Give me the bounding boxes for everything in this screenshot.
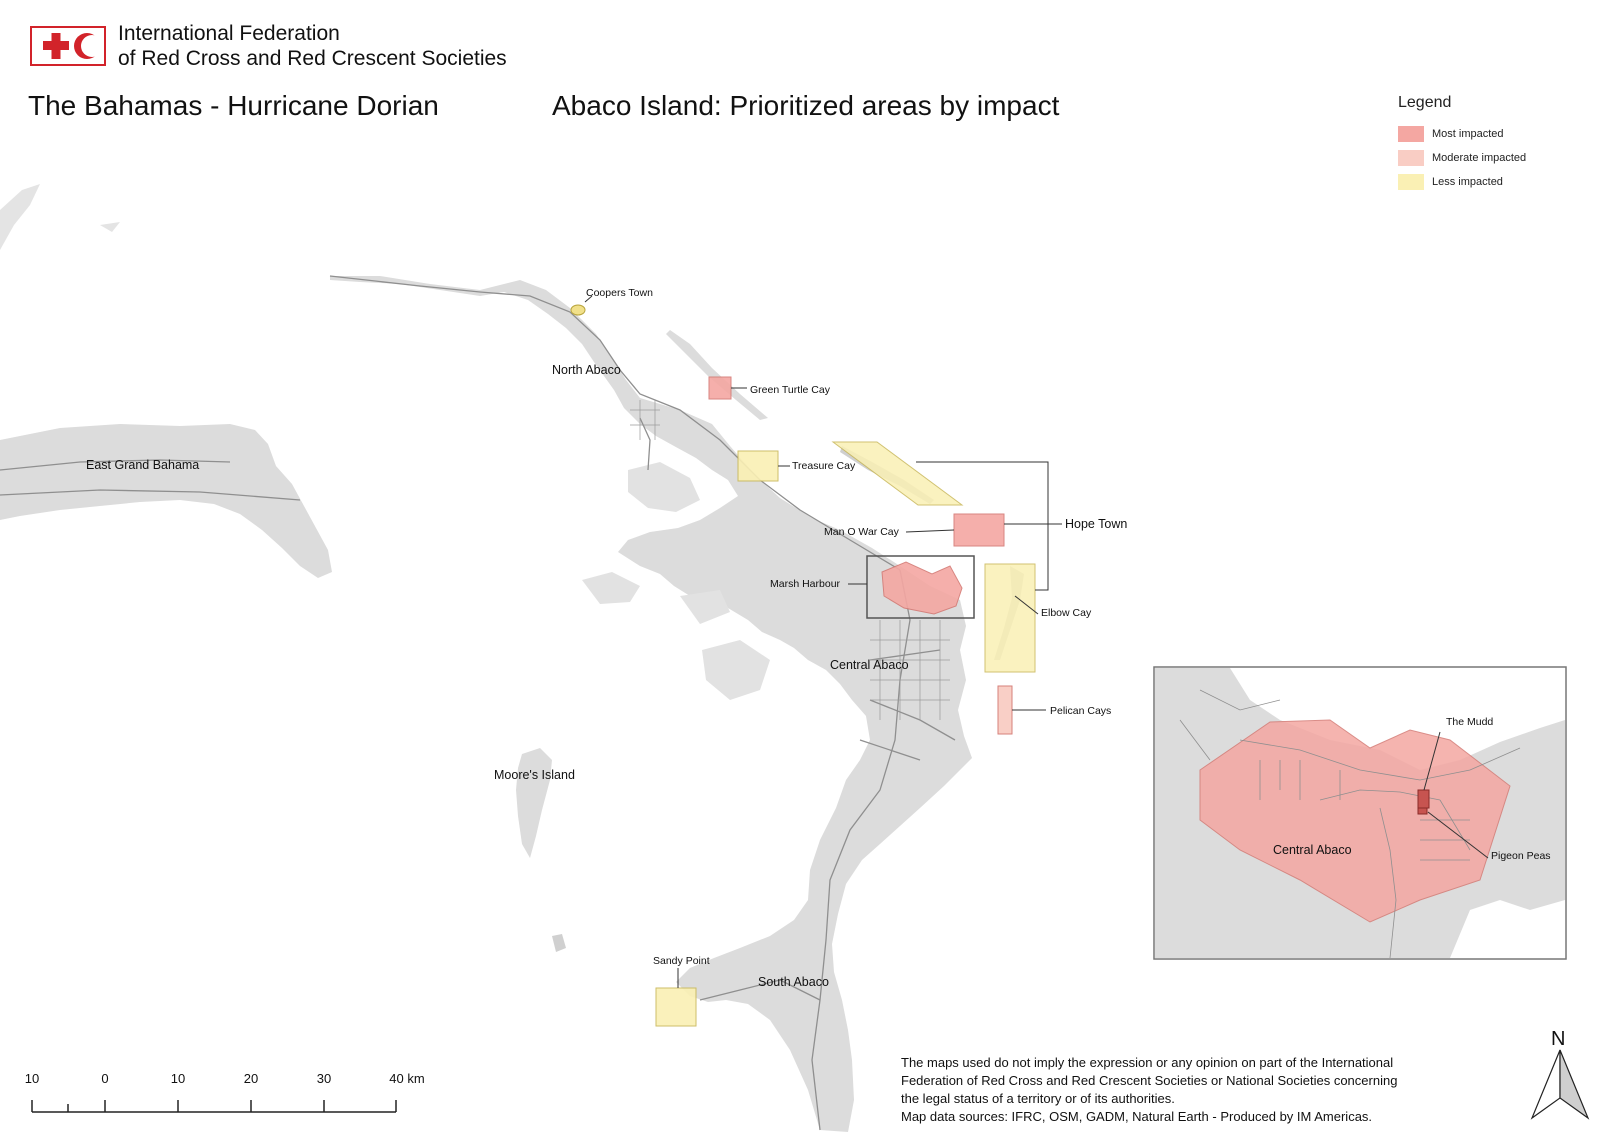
inset-label-pigeon-peas: Pigeon Peas <box>1491 850 1551 862</box>
land-islet-nw <box>0 184 40 250</box>
legend-item-less: Less impacted <box>1398 170 1526 194</box>
legend-title: Legend <box>1398 94 1452 111</box>
land-marsh-west <box>628 462 700 512</box>
label-coopers-town: Coopers Town <box>586 287 653 299</box>
label-elbow-cay: Elbow Cay <box>1041 607 1092 619</box>
organization-header: International Federation of Red Cross an… <box>30 22 507 70</box>
north-arrow-icon <box>1530 1049 1590 1120</box>
legend-swatch-most <box>1398 126 1424 142</box>
zone-great-guana <box>831 441 964 506</box>
land-moores-islet <box>552 934 566 952</box>
label-south-abaco: South Abaco <box>758 975 829 989</box>
legend-swatch-moderate <box>1398 150 1424 166</box>
land-grand-bahama <box>0 424 332 578</box>
land-marsh-west4 <box>680 590 730 624</box>
disclaimer-line2: Federation of Red Cross and Red Crescent… <box>901 1073 1398 1088</box>
label-marsh-harbour: Marsh Harbour <box>770 578 841 590</box>
inset-extent-box <box>866 555 975 619</box>
map-subtitle: Abaco Island: Prioritized areas by impac… <box>552 90 1060 121</box>
label-green-turtle-cay: Green Turtle Cay <box>750 384 830 396</box>
zone-coopers-town <box>570 304 586 316</box>
zone-sandy-point <box>655 987 697 1027</box>
land-marsh-west3 <box>702 640 770 700</box>
land-great-abaco <box>330 276 972 1132</box>
map-title: The Bahamas - Hurricane Dorian <box>28 90 439 121</box>
label-east-grand-bahama: East Grand Bahama <box>86 458 200 472</box>
land-islet-nw2 <box>100 222 120 232</box>
scale-label-1: 0 <box>101 1071 109 1086</box>
north-label: N <box>1551 1028 1566 1050</box>
scale-label-0: 10 <box>24 1071 40 1086</box>
scale-label-2: 10 <box>170 1071 186 1086</box>
zone-green-turtle-cay <box>708 376 732 400</box>
zone-marsh-harbour <box>881 561 963 615</box>
legend: Legend Most impacted Moderate impacted L… <box>1398 94 1526 194</box>
leader-lines <box>584 295 1062 988</box>
inset-map <box>1153 666 1567 960</box>
town-grid <box>630 400 950 720</box>
legend-label-moderate: Moderate impacted <box>1432 152 1527 164</box>
label-sandy-point: Sandy Point <box>653 955 710 967</box>
legend-label-less: Less impacted <box>1432 176 1503 188</box>
scale-bar <box>31 1100 397 1113</box>
label-moores-island: Moore's Island <box>494 768 575 782</box>
disclaimer-line4: Map data sources: IFRC, OSM, GADM, Natur… <box>901 1109 1373 1124</box>
inset-label-the-mudd: The Mudd <box>1446 716 1494 728</box>
legend-swatch-less <box>1398 174 1424 190</box>
scale-label-4: 30 <box>316 1071 332 1086</box>
disclaimer-line3: the legal status of a territory or of it… <box>901 1091 1175 1106</box>
zone-treasure-cay <box>737 450 779 482</box>
label-north-abaco: North Abaco <box>552 363 621 377</box>
disclaimer: The maps used do not imply the expressio… <box>901 1054 1461 1126</box>
scale-label-3: 20 <box>243 1071 259 1086</box>
land-marsh-west2 <box>582 572 640 604</box>
org-name-line1: International Federation <box>118 22 340 45</box>
scale-label-5: 40 km <box>389 1071 425 1086</box>
inset-label-central-abaco: Central Abaco <box>1273 843 1352 857</box>
land-cays-north <box>666 330 768 420</box>
zone-elbow-cay <box>984 563 1036 673</box>
land-moores-island <box>516 748 552 858</box>
label-pelican-cays: Pelican Cays <box>1050 705 1112 717</box>
zone-man-o-war-cay <box>953 513 1005 547</box>
disclaimer-line1: The maps used do not imply the expressio… <box>901 1055 1394 1070</box>
red-cross-red-crescent-icon <box>30 26 106 66</box>
zone-pelican-cays <box>997 685 1013 735</box>
label-central-abaco: Central Abaco <box>830 658 909 672</box>
org-name-line2: of Red Cross and Red Crescent Societies <box>118 47 507 70</box>
legend-item-most: Most impacted <box>1398 122 1526 146</box>
label-man-o-war-cay: Man O War Cay <box>824 526 899 538</box>
label-hope-town: Hope Town <box>1065 517 1128 531</box>
legend-item-moderate: Moderate impacted <box>1398 146 1526 170</box>
label-treasure-cay: Treasure Cay <box>792 460 856 472</box>
legend-label-most: Most impacted <box>1432 128 1504 140</box>
